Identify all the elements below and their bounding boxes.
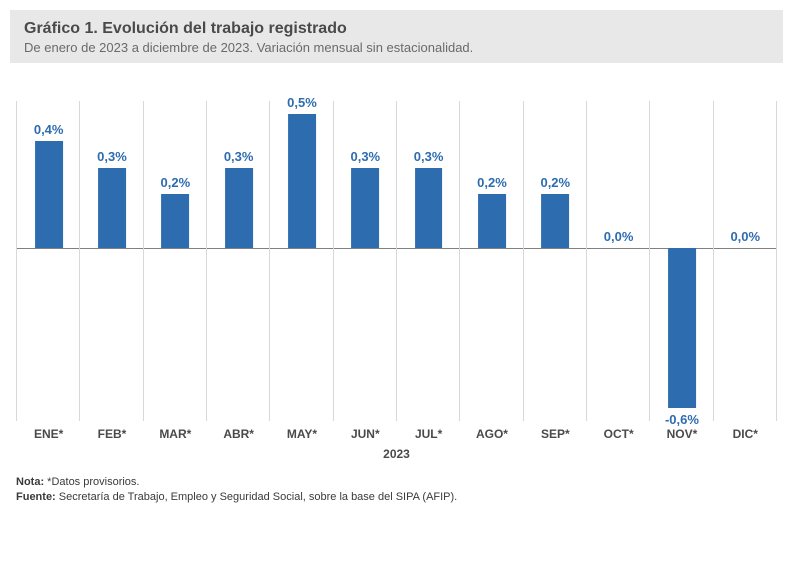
x-axis-label: OCT*	[587, 427, 650, 441]
nota-label: Nota:	[16, 476, 44, 488]
x-axis-label: JUN*	[334, 427, 397, 441]
bar-value-label: 0,3%	[414, 149, 444, 164]
bar-slot: 0,3%	[80, 101, 143, 421]
bar-slot: 0,3%	[334, 101, 397, 421]
bar	[668, 248, 696, 408]
chart-header: Gráfico 1. Evolución del trabajo registr…	[10, 10, 783, 63]
nota-text: *Datos provisorios.	[44, 476, 139, 488]
bar-slot: 0,3%	[207, 101, 270, 421]
fuente-text: Secretaría de Trabajo, Empleo y Segurida…	[56, 491, 458, 503]
x-axis-labels: ENE*FEB*MAR*ABR*MAY*JUN*JUL*AGO*SEP*OCT*…	[16, 427, 777, 441]
x-axis-label: NOV*	[650, 427, 713, 441]
bar-value-label: 0,3%	[350, 149, 380, 164]
chart-subtitle: De enero de 2023 a diciembre de 2023. Va…	[24, 40, 769, 55]
bar-slot: 0,2%	[524, 101, 587, 421]
bar	[478, 194, 506, 247]
footnote-nota: Nota: *Datos provisorios.	[16, 475, 777, 490]
bars-container: 0,4% 0,3% 0,2% 0,3% 0,5% 0,3% 0,3% 0,2% 0,2% 0,0%…	[16, 101, 777, 421]
bar-value-label: 0,0%	[604, 229, 634, 244]
bar	[225, 168, 253, 248]
bar	[35, 141, 63, 248]
bar-value-label: 0,5%	[287, 95, 317, 110]
x-axis-label: SEP*	[524, 427, 587, 441]
x-axis-label: MAY*	[270, 427, 333, 441]
x-axis-label: MAR*	[144, 427, 207, 441]
bar-value-label: 0,2%	[540, 175, 570, 190]
bar-value-label: 0,2%	[477, 175, 507, 190]
x-axis-year: 2023	[16, 447, 777, 461]
bar-value-label: -0,6%	[665, 412, 699, 427]
footnotes: Nota: *Datos provisorios. Fuente: Secret…	[16, 475, 777, 506]
bar-slot: 0,2%	[144, 101, 207, 421]
bar-slot: 0,5%	[270, 101, 333, 421]
bar	[541, 194, 569, 247]
bar-slot: 0,4%	[17, 101, 80, 421]
x-axis-label: ABR*	[207, 427, 270, 441]
footnote-fuente: Fuente: Secretaría de Trabajo, Empleo y …	[16, 490, 777, 505]
bar	[161, 194, 189, 247]
chart-area: 0,4% 0,3% 0,2% 0,3% 0,5% 0,3% 0,3% 0,2% 0,2% 0,0%…	[16, 101, 777, 461]
x-axis-label: AGO*	[460, 427, 523, 441]
bar	[415, 168, 443, 248]
fuente-label: Fuente:	[16, 491, 56, 503]
bar-slot: -0,6%	[650, 101, 713, 421]
bar	[351, 168, 379, 248]
x-axis-label: ENE*	[17, 427, 80, 441]
bar-slot: 0,0%	[587, 101, 650, 421]
bar-slot: 0,3%	[397, 101, 460, 421]
x-axis-label: JUL*	[397, 427, 460, 441]
bar-value-label: 0,3%	[97, 149, 127, 164]
x-axis-label: FEB*	[80, 427, 143, 441]
bar-slot: 0,0%	[714, 101, 777, 421]
bar-value-label: 0,3%	[224, 149, 254, 164]
chart-title: Gráfico 1. Evolución del trabajo registr…	[24, 20, 769, 38]
bar-value-label: 0,2%	[160, 175, 190, 190]
bar	[98, 168, 126, 248]
bar-value-label: 0,4%	[34, 122, 64, 137]
bar-value-label: 0,0%	[730, 229, 760, 244]
x-axis-label: DIC*	[714, 427, 777, 441]
bar-slot: 0,2%	[460, 101, 523, 421]
bar	[288, 114, 316, 247]
